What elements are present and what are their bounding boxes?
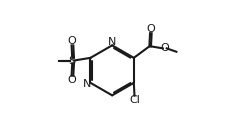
Text: O: O <box>68 36 76 46</box>
Text: S: S <box>69 56 76 66</box>
Text: O: O <box>146 24 155 34</box>
Text: N: N <box>108 37 116 47</box>
Text: O: O <box>160 43 169 53</box>
Text: Cl: Cl <box>129 95 140 105</box>
Text: O: O <box>68 75 76 85</box>
Text: N: N <box>83 79 92 89</box>
